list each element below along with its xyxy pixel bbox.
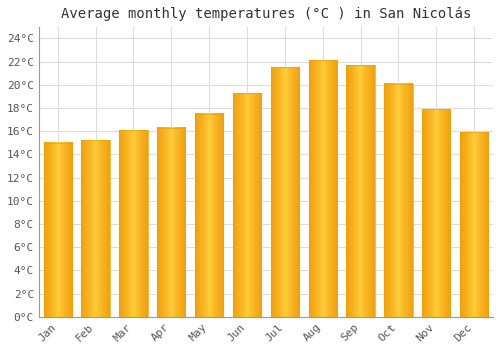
Bar [460, 132, 488, 317]
Bar [346, 65, 375, 317]
Bar [233, 93, 261, 317]
Bar [422, 109, 450, 317]
Bar [119, 130, 148, 317]
Title: Average monthly temperatures (°C ) in San Nicolás: Average monthly temperatures (°C ) in Sa… [60, 7, 471, 21]
Bar [270, 68, 299, 317]
Bar [195, 114, 224, 317]
Bar [157, 128, 186, 317]
Bar [44, 143, 72, 317]
Bar [384, 84, 412, 317]
Bar [308, 61, 337, 317]
Bar [82, 140, 110, 317]
